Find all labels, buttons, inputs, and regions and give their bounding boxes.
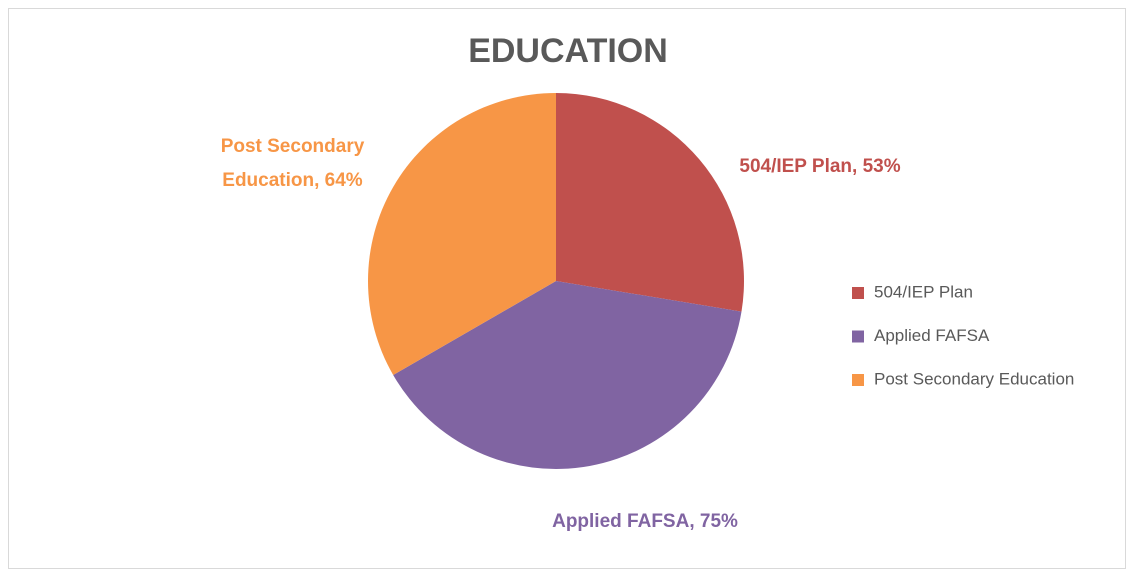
data-label: Applied FAFSA, 75% [552, 511, 738, 532]
legend-swatch [852, 330, 864, 343]
legend-label: 504/IEP Plan [874, 282, 973, 301]
legend-label: Applied FAFSA [874, 326, 990, 345]
data-label: Post Secondary Education, 64% [220, 136, 365, 191]
chart-frame [8, 8, 1126, 569]
pie-slice [368, 93, 556, 375]
pie-slice [556, 93, 745, 312]
pie-slice [393, 281, 742, 469]
data-label: 504/IEP Plan, 53% [739, 156, 901, 177]
legend-swatch [852, 287, 864, 299]
legend-label: Post Secondary Education [874, 369, 1074, 388]
legend-swatch [852, 374, 864, 386]
chart-title: EDUCATION [468, 32, 668, 70]
